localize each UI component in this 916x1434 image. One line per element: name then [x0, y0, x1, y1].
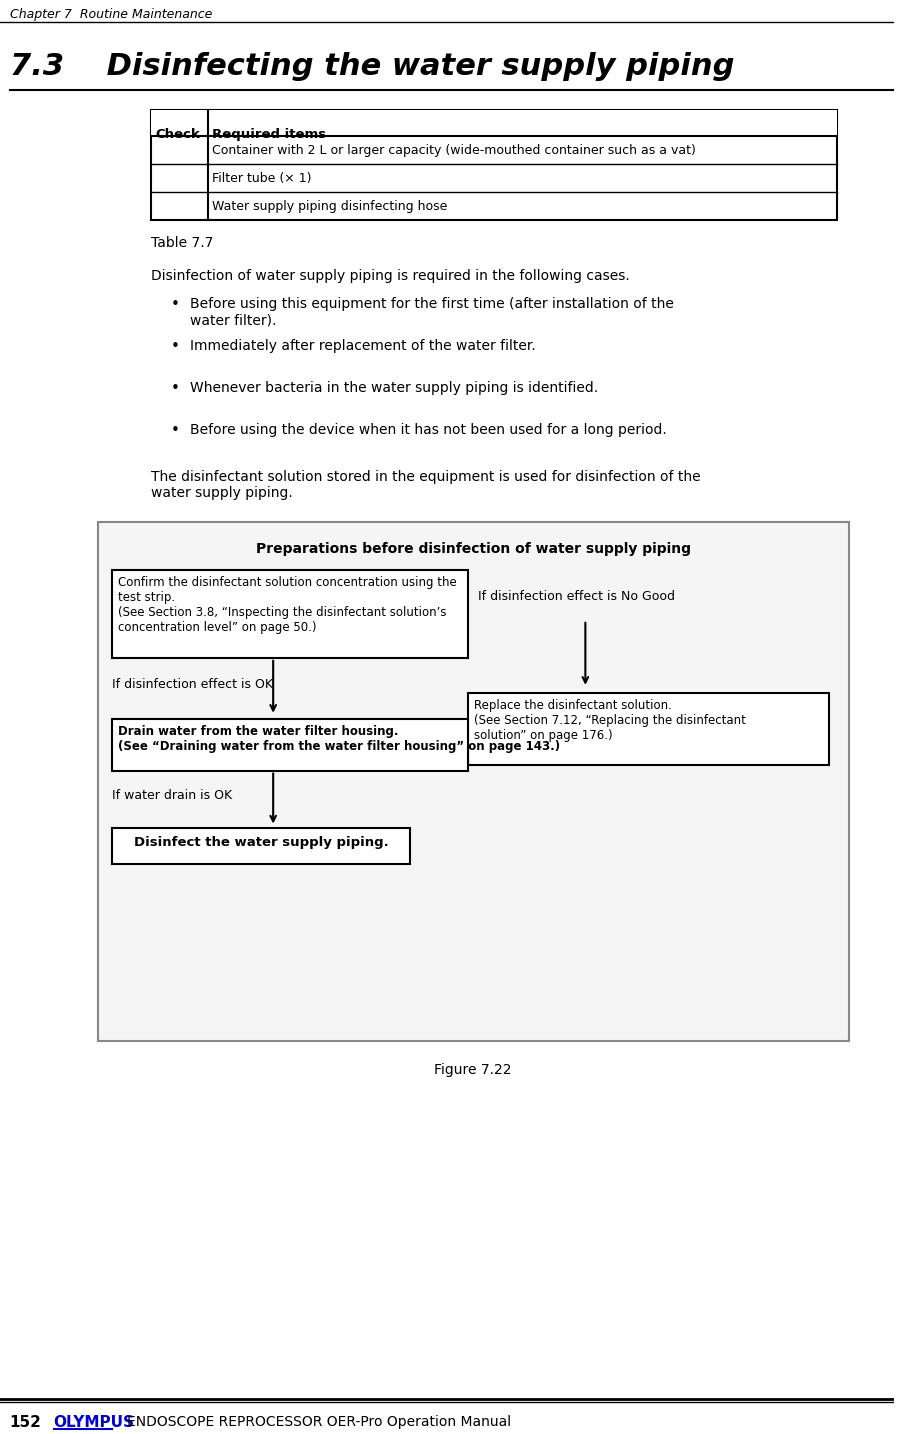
Text: Before using the device when it has not been used for a long period.: Before using the device when it has not … [191, 423, 667, 437]
Text: Immediately after replacement of the water filter.: Immediately after replacement of the wat… [191, 340, 536, 353]
Text: Chapter 7  Routine Maintenance: Chapter 7 Routine Maintenance [10, 9, 213, 22]
Bar [98, 522, 849, 1041]
Text: OLYMPUS: OLYMPUS [54, 1415, 135, 1430]
Text: If disinfection effect is OK: If disinfection effect is OK [112, 678, 273, 691]
Text: ENDOSCOPE REPROCESSOR OER-Pro Operation Manual: ENDOSCOPE REPROCESSOR OER-Pro Operation … [126, 1415, 511, 1430]
Bar [112, 718, 468, 770]
Bar [112, 569, 468, 658]
Text: Check: Check [155, 128, 200, 141]
Text: •: • [170, 297, 180, 313]
Text: •: • [170, 381, 180, 396]
Bar [151, 110, 837, 136]
Bar [112, 829, 409, 865]
Text: Water supply piping disinfecting hose: Water supply piping disinfecting hose [212, 199, 447, 212]
Text: Figure 7.22: Figure 7.22 [434, 1063, 512, 1077]
Text: The disinfectant solution stored in the equipment is used for disinfection of th: The disinfectant solution stored in the … [151, 470, 701, 500]
Text: Container with 2 L or larger capacity (wide-mouthed container such as a vat): Container with 2 L or larger capacity (w… [212, 143, 695, 156]
Bar [151, 110, 837, 219]
Bar [468, 693, 829, 764]
Text: Preparations before disinfection of water supply piping: Preparations before disinfection of wate… [256, 542, 691, 556]
Text: 152: 152 [10, 1415, 41, 1430]
Text: Filter tube (× 1): Filter tube (× 1) [212, 172, 311, 185]
Text: Whenever bacteria in the water supply piping is identified.: Whenever bacteria in the water supply pi… [191, 381, 598, 396]
Text: Replace the disinfectant solution.
(See Section 7.12, “Replacing the disinfectan: Replace the disinfectant solution. (See … [474, 698, 746, 741]
Text: •: • [170, 423, 180, 439]
Text: •: • [170, 340, 180, 354]
Text: Table 7.7: Table 7.7 [151, 235, 213, 250]
Text: 7.3    Disinfecting the water supply piping: 7.3 Disinfecting the water supply piping [10, 52, 735, 80]
Text: Confirm the disinfectant solution concentration using the
test strip.
(See Secti: Confirm the disinfectant solution concen… [118, 576, 457, 634]
Text: If water drain is OK: If water drain is OK [112, 789, 233, 802]
Text: Before using this equipment for the first time (after installation of the
water : Before using this equipment for the firs… [191, 297, 674, 327]
Text: Disinfection of water supply piping is required in the following cases.: Disinfection of water supply piping is r… [151, 270, 630, 284]
Text: Required items: Required items [212, 128, 326, 141]
Text: If disinfection effect is No Good: If disinfection effect is No Good [478, 589, 675, 602]
Text: Drain water from the water filter housing.
(See “Draining water from the water f: Drain water from the water filter housin… [118, 724, 561, 753]
Text: Disinfect the water supply piping.: Disinfect the water supply piping. [134, 836, 388, 849]
